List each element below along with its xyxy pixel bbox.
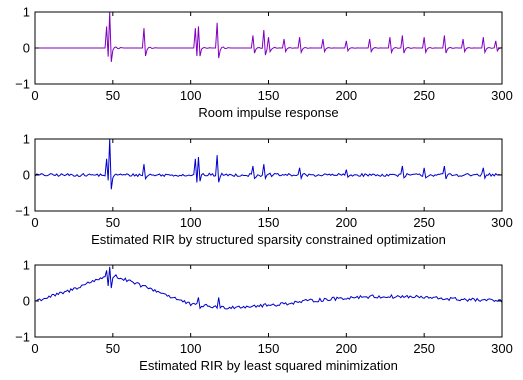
x-tick-label: 0 xyxy=(31,88,38,103)
x-tick-label: 150 xyxy=(258,215,280,230)
y-tick-label: 1 xyxy=(23,258,30,273)
x-tick-label: 0 xyxy=(31,341,38,356)
x-axis-label: Estimated RIR by structured sparsity con… xyxy=(91,232,446,247)
x-tick-label: 150 xyxy=(258,88,280,103)
x-tick-label: 200 xyxy=(335,88,357,103)
x-tick-label: 50 xyxy=(106,341,120,356)
series-line xyxy=(34,138,503,190)
x-tick-label: 200 xyxy=(335,215,357,230)
y-tick-label: −1 xyxy=(15,77,30,92)
x-tick-label: 300 xyxy=(491,341,513,356)
x-tick-label: 100 xyxy=(180,88,202,103)
x-tick-label: 250 xyxy=(413,88,435,103)
x-axis-label: Room impulse response xyxy=(198,105,338,120)
x-tick-label: 150 xyxy=(258,341,280,356)
x-tick-label: 50 xyxy=(106,88,120,103)
x-tick-label: 250 xyxy=(413,341,435,356)
x-tick-label: 300 xyxy=(491,88,513,103)
series-line xyxy=(34,266,503,310)
y-tick-label: 1 xyxy=(23,132,30,147)
x-axis-label: Estimated RIR by least squared minimizat… xyxy=(139,358,398,373)
y-tick-label: −1 xyxy=(15,330,30,345)
y-tick-label: 1 xyxy=(23,5,30,20)
x-tick-label: 300 xyxy=(491,215,513,230)
x-tick-label: 100 xyxy=(180,341,202,356)
y-tick-label: 0 xyxy=(23,41,30,56)
x-tick-label: 100 xyxy=(180,215,202,230)
x-tick-label: 200 xyxy=(335,341,357,356)
y-tick-label: 0 xyxy=(23,294,30,309)
y-tick-label: 0 xyxy=(23,168,30,183)
x-tick-label: 250 xyxy=(413,215,435,230)
series-line xyxy=(35,11,503,62)
y-tick-label: −1 xyxy=(15,204,30,219)
x-tick-label: 0 xyxy=(31,215,38,230)
x-tick-label: 50 xyxy=(106,215,120,230)
